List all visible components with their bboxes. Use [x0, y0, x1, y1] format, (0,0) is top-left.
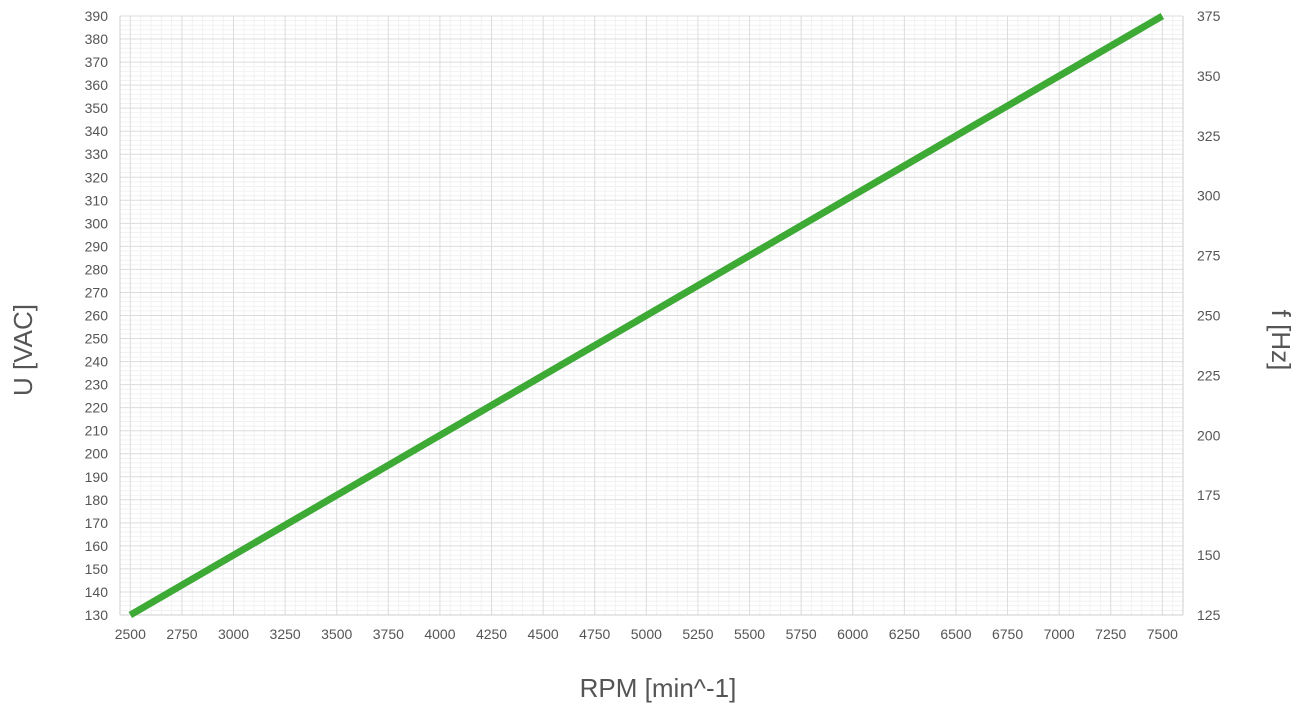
- x-tick-label: 3750: [373, 626, 404, 642]
- y-tick-label: 350: [85, 100, 109, 116]
- y-tick-label: 310: [85, 192, 109, 208]
- y-tick-label: 240: [85, 354, 109, 370]
- x-tick-label: 4000: [424, 626, 455, 642]
- y2-axis-title: f [Hz]: [1266, 310, 1296, 371]
- y2-tick-label: 300: [1197, 188, 1221, 204]
- y-axis-title: U [VAC]: [8, 304, 38, 396]
- y-tick-label: 160: [85, 538, 109, 554]
- tick-labels: 2500 2750 3000 3250 3500 3750 4000 4250 4500 4750…: [85, 8, 1221, 642]
- y-tick-label: 330: [85, 146, 109, 162]
- y-tick-label: 190: [85, 469, 109, 485]
- x-tick-label: 6000: [837, 626, 868, 642]
- y-tick-label: 210: [85, 423, 109, 439]
- series-layer: [128, 12, 1165, 619]
- x-tick-label: 5500: [734, 626, 765, 642]
- y2-tick-label: 225: [1197, 367, 1221, 383]
- y2-tick-label: 275: [1197, 248, 1221, 264]
- x-tick-label: 5750: [786, 626, 817, 642]
- x-tick-label: 3000: [218, 626, 249, 642]
- y-tick-label: 230: [85, 377, 109, 393]
- x-tick-label: 7000: [1044, 626, 1075, 642]
- y-tick-label: 260: [85, 308, 109, 324]
- y-tick-label: 290: [85, 238, 109, 254]
- y2-tick-label: 175: [1197, 487, 1221, 503]
- x-tick-label: 5250: [682, 626, 713, 642]
- x-tick-label: 4500: [528, 626, 559, 642]
- x-tick-label: 2500: [115, 626, 146, 642]
- y2-tick-label: 150: [1197, 547, 1221, 563]
- x-tick-label: 4250: [476, 626, 507, 642]
- y2-tick-label: 250: [1197, 308, 1221, 324]
- y-tick-label: 150: [85, 561, 109, 577]
- x-tick-label: 6750: [992, 626, 1023, 642]
- y-tick-label: 130: [85, 607, 109, 623]
- x-tick-label: 7250: [1095, 626, 1126, 642]
- y-tick-label: 200: [85, 446, 109, 462]
- x-tick-label: 7500: [1147, 626, 1178, 642]
- y2-tick-label: 350: [1197, 68, 1221, 84]
- series-line: [128, 12, 1165, 619]
- y2-tick-label: 375: [1197, 8, 1221, 24]
- y-tick-label: 220: [85, 400, 109, 416]
- x-tick-label: 5000: [631, 626, 662, 642]
- y2-tick-label: 325: [1197, 128, 1221, 144]
- x-axis-title: RPM [min^-1]: [580, 673, 737, 703]
- y-tick-label: 370: [85, 54, 109, 70]
- y-tick-label: 180: [85, 492, 109, 508]
- y-tick-label: 300: [85, 215, 109, 231]
- y-tick-label: 320: [85, 169, 109, 185]
- x-tick-label: 6250: [889, 626, 920, 642]
- y-tick-label: 140: [85, 584, 109, 600]
- x-tick-label: 4750: [579, 626, 610, 642]
- x-tick-label: 6500: [940, 626, 971, 642]
- y-tick-label: 270: [85, 284, 109, 300]
- x-tick-label: 3500: [321, 626, 352, 642]
- y-tick-label: 280: [85, 261, 109, 277]
- y-tick-label: 380: [85, 31, 109, 47]
- y2-tick-label: 125: [1197, 607, 1221, 623]
- y-tick-label: 170: [85, 515, 109, 531]
- y-tick-label: 390: [85, 8, 109, 24]
- y-tick-label: 360: [85, 77, 109, 93]
- y-tick-label: 340: [85, 123, 109, 139]
- y2-tick-label: 200: [1197, 427, 1221, 443]
- x-tick-label: 3250: [270, 626, 301, 642]
- x-tick-label: 2750: [166, 626, 197, 642]
- y-tick-label: 250: [85, 331, 109, 347]
